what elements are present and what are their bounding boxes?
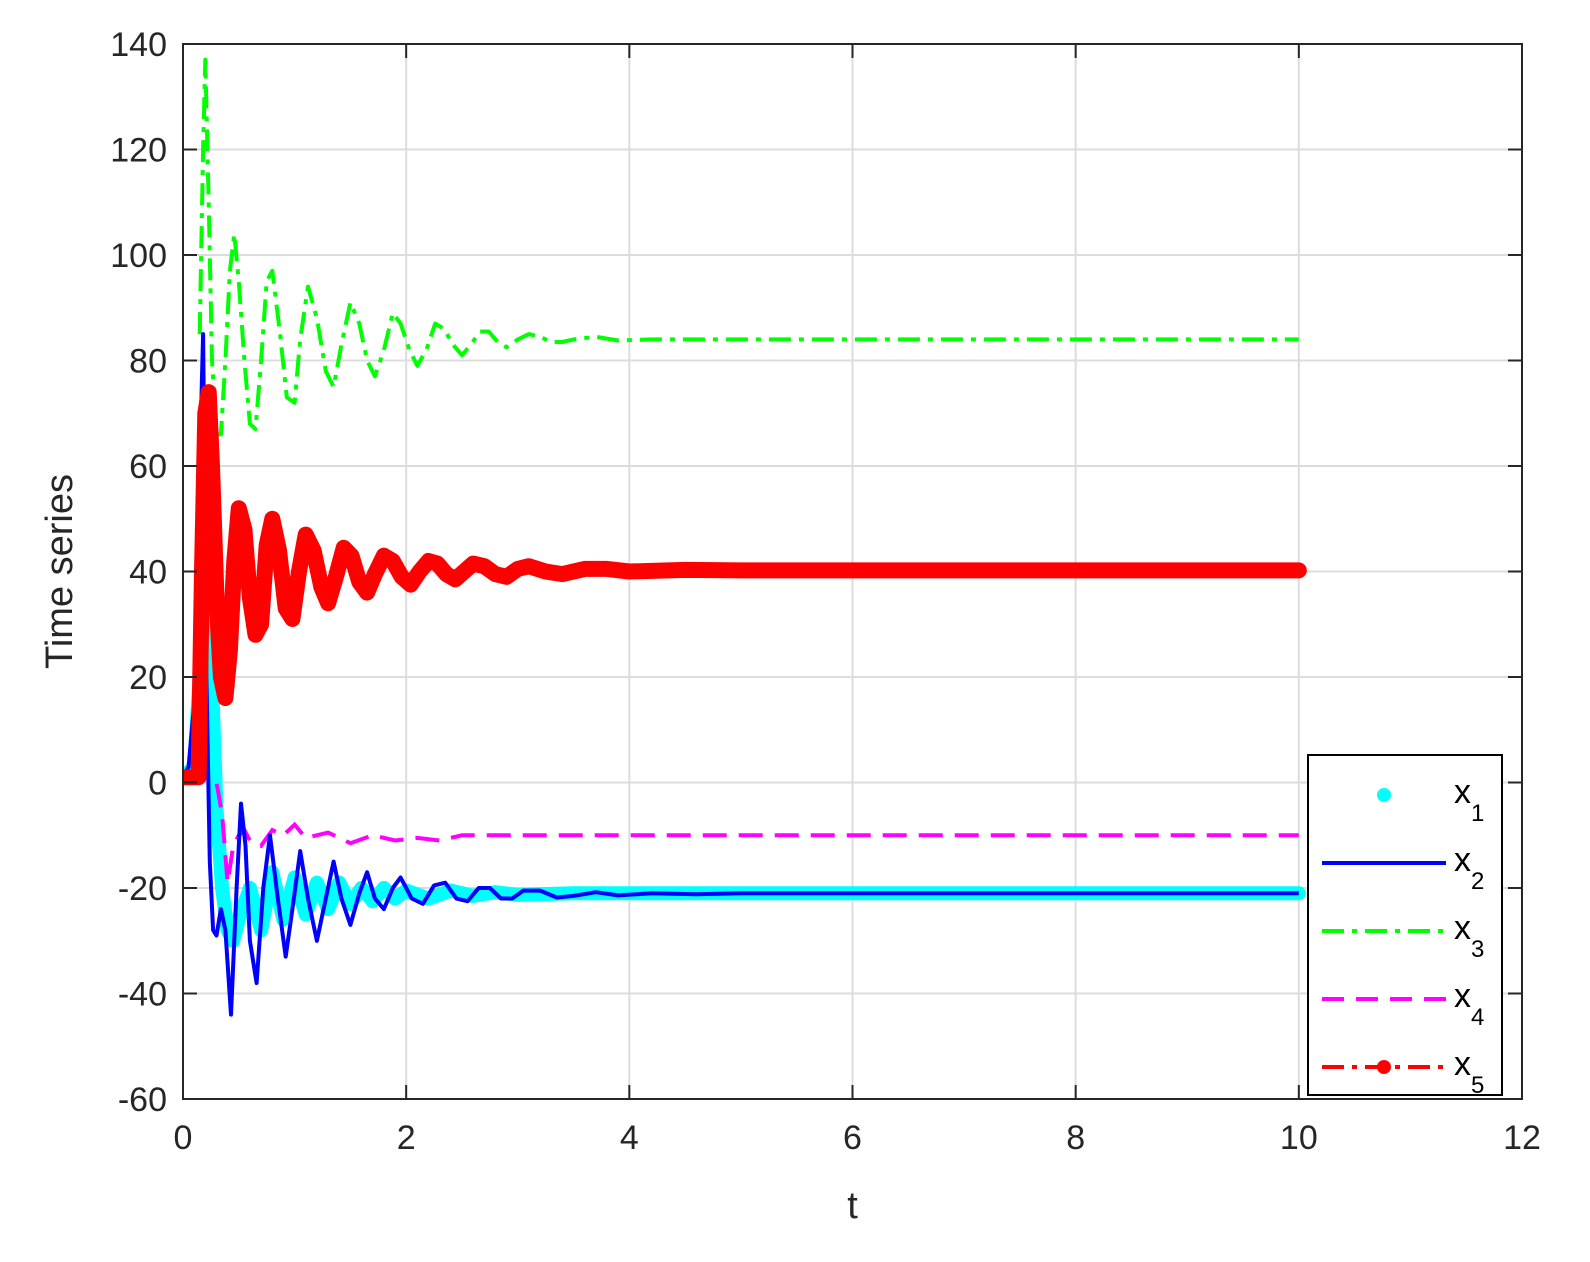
series-x5-point xyxy=(846,564,859,577)
legend-label-subscript: 2 xyxy=(1471,868,1484,895)
series-x5-point xyxy=(467,557,480,570)
y-tick-label: 60 xyxy=(129,448,167,486)
series-x5-point xyxy=(679,563,692,576)
y-tick-label: 120 xyxy=(110,132,167,170)
series-x5-point xyxy=(500,570,513,583)
ticks xyxy=(182,43,1523,1100)
series-x5-point xyxy=(556,568,569,581)
series-x5-point xyxy=(478,560,491,573)
series-x5-point xyxy=(368,568,381,581)
y-tick-label: 140 xyxy=(110,26,167,64)
x-tick-label: 10 xyxy=(1280,1119,1318,1157)
series-x1-point xyxy=(242,881,257,895)
series-x5-point xyxy=(228,554,241,567)
legend-label-subscript: 3 xyxy=(1471,936,1484,963)
legend-swatch xyxy=(1377,788,1391,802)
series-x5-point xyxy=(260,539,273,552)
legend-label-subscript: 1 xyxy=(1471,800,1484,827)
series-x5-point xyxy=(315,581,328,594)
series-x1-point xyxy=(215,881,230,895)
series-x5-point xyxy=(286,612,299,625)
series-x5-point xyxy=(232,502,245,515)
series-x5-point xyxy=(293,565,306,578)
series-x5-point xyxy=(734,564,747,577)
x-tick-label: 4 xyxy=(620,1119,639,1157)
series-x5-point xyxy=(243,591,256,604)
series-x5-point xyxy=(255,618,268,631)
y-axis-label: Time series xyxy=(39,474,81,669)
series-x5-point xyxy=(377,549,390,562)
series-x5-point xyxy=(431,557,444,570)
series-x5-point xyxy=(329,570,342,583)
series-x5-point xyxy=(202,386,215,399)
series-x5-point xyxy=(223,644,236,657)
series-x5-point xyxy=(440,568,453,581)
series-x5-point xyxy=(1292,564,1305,577)
series-x5-point xyxy=(249,628,262,641)
legend-marker xyxy=(1377,1060,1391,1074)
legend-label-subscript: 4 xyxy=(1471,1004,1484,1031)
series-x5-point xyxy=(1069,564,1082,577)
series-x5-point xyxy=(345,549,358,562)
series-x5-point xyxy=(361,586,374,599)
y-tick-label: 0 xyxy=(148,765,167,803)
series-layer xyxy=(183,57,1307,1017)
series-x5-point xyxy=(195,565,208,578)
series-x5-point xyxy=(337,541,350,554)
series-x5-point xyxy=(578,562,591,575)
series-x5-point xyxy=(210,591,223,604)
legend-box xyxy=(1307,754,1503,1096)
series-x5-point xyxy=(307,544,320,557)
series-x3-line xyxy=(197,57,1299,437)
series-x4-line xyxy=(183,775,1299,884)
series-x5-point xyxy=(272,544,285,557)
series-x5-point xyxy=(539,565,552,578)
x-tick-label: 12 xyxy=(1503,1119,1541,1157)
series-x5-point xyxy=(322,597,335,610)
x-tick-label: 0 xyxy=(174,1119,193,1157)
series-x5-point xyxy=(404,578,417,591)
series-x5-point xyxy=(623,565,636,578)
x-tick-label: 6 xyxy=(843,1119,862,1157)
series-x5-point xyxy=(386,554,399,567)
series-x5-point xyxy=(214,671,227,683)
x-tick-label: 8 xyxy=(1066,1119,1085,1157)
series-x5-point xyxy=(601,562,614,575)
series-x1-point xyxy=(376,881,391,895)
series-x2-line xyxy=(183,332,1299,1017)
y-tick-label: -40 xyxy=(118,976,167,1014)
y-tick-label: -60 xyxy=(118,1081,167,1119)
series-x5-point xyxy=(458,565,471,578)
y-tick-label: -20 xyxy=(118,870,167,908)
x-tick-label: 2 xyxy=(397,1119,416,1157)
series-x5-point xyxy=(395,570,408,583)
y-tick-label: 40 xyxy=(129,554,167,592)
y-tick-label: 80 xyxy=(129,343,167,381)
x-axis-label: t xyxy=(847,1185,858,1227)
y-tick-label: 100 xyxy=(110,237,167,275)
series-x5-point xyxy=(199,407,212,420)
series-x1-point xyxy=(309,875,324,890)
series-x5-point xyxy=(353,576,366,589)
series-x5-point xyxy=(192,771,205,784)
series-x5-point xyxy=(238,523,251,536)
series-x5-point xyxy=(449,573,462,586)
series-x5-point xyxy=(299,528,312,541)
y-tick-label: 20 xyxy=(129,659,167,697)
series-x5-point xyxy=(219,692,232,705)
series-x5-point xyxy=(413,565,426,578)
series-x1-point xyxy=(1291,886,1306,901)
legend-label-subscript: 5 xyxy=(1471,1072,1484,1099)
series-x5-point xyxy=(489,568,502,581)
series-x5-point xyxy=(279,602,292,615)
series-x5-point xyxy=(266,512,279,525)
series-x5-point xyxy=(206,460,219,472)
series-x5-point xyxy=(511,562,524,575)
series-x5-point xyxy=(522,560,535,573)
